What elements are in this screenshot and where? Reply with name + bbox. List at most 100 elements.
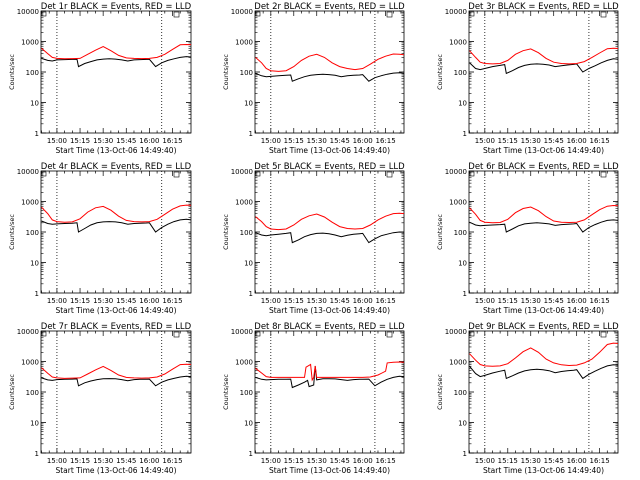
- chart-panel: Det 7r BLACK = Events, RED = LLD 1 10 100 10…: [8, 322, 192, 475]
- panel-title: Det 5r BLACK = Events, RED = LLD: [254, 162, 405, 172]
- y-tick-label: 1000: [449, 39, 467, 47]
- chart-panel: Det 5r BLACK = Events, RED = LLD 1 10 100 10…: [222, 162, 405, 315]
- x-axis-label: Start Time (13-Oct-06 14:49:40): [55, 466, 176, 475]
- x-tick-label: 16:00: [353, 297, 373, 305]
- x-tick-label: 15:15: [498, 137, 518, 145]
- events-series-line: [255, 366, 405, 389]
- x-tick-label: 16:15: [590, 457, 610, 465]
- y-tick-label: 100: [26, 229, 39, 237]
- x-tick-label: 16:00: [139, 457, 159, 465]
- chart-panel: Det 2r BLACK = Events, RED = LLD 1 10 100 10…: [222, 2, 405, 155]
- x-tick-label: 15:45: [330, 297, 350, 305]
- x-tick-label: 16:15: [376, 137, 396, 145]
- y-tick-label: 10000: [231, 328, 253, 336]
- plot-frame: [468, 10, 619, 134]
- corner-marker: [600, 331, 607, 338]
- x-tick-label: 15:30: [307, 137, 327, 145]
- x-tick-label: 15:45: [116, 297, 136, 305]
- corner-marker: [41, 331, 47, 337]
- y-tick-label: 1000: [235, 199, 253, 207]
- events-series-line: [255, 231, 405, 244]
- y-tick-label: 10000: [445, 168, 467, 176]
- plot-frame: [40, 330, 192, 454]
- x-axis-label: Start Time (13-Oct-06 14:49:40): [269, 466, 390, 475]
- y-tick-label: 1: [249, 290, 253, 298]
- lld-series-line: [41, 43, 192, 60]
- y-tick-label: 10: [30, 100, 39, 108]
- x-tick-label: 16:15: [376, 457, 396, 465]
- x-tick-label: 15:00: [475, 297, 495, 305]
- corner-marker: [173, 11, 180, 18]
- y-tick-label: 1: [249, 450, 253, 458]
- x-tick-label: 15:00: [261, 137, 281, 145]
- plot-frame: [468, 330, 619, 454]
- y-tick-label: 1000: [21, 359, 39, 367]
- corner-marker: [41, 171, 47, 177]
- events-series-line: [255, 72, 405, 82]
- x-tick-label: 15:45: [116, 457, 136, 465]
- x-tick-label: 15:30: [521, 297, 541, 305]
- x-tick-label: 16:15: [162, 457, 182, 465]
- lld-series-line: [255, 53, 405, 72]
- panel-title: Det 6r BLACK = Events, RED = LLD: [468, 162, 619, 172]
- events-series-line: [469, 364, 619, 380]
- plot-frame: [40, 170, 192, 294]
- y-tick-label: 1000: [449, 359, 467, 367]
- panel-title: Det 4r BLACK = Events, RED = LLD: [41, 162, 192, 172]
- chart-panel: Det 3r BLACK = Events, RED = LLD 1 10 100 10…: [436, 2, 619, 155]
- panel-title: Det 8r BLACK = Events, RED = LLD: [254, 322, 405, 332]
- x-tick-label: 15:30: [521, 457, 541, 465]
- x-axis-label: Start Time (13-Oct-06 14:49:40): [269, 146, 390, 155]
- y-tick-label: 10000: [17, 8, 39, 16]
- y-tick-label: 10: [30, 260, 39, 268]
- lld-series-line: [255, 361, 405, 382]
- corner-marker: [600, 11, 607, 18]
- x-tick-label: 16:00: [353, 457, 373, 465]
- x-tick-label: 16:00: [567, 297, 587, 305]
- chart-panel: Det 9r BLACK = Events, RED = LLD 1 10 100 10…: [436, 322, 619, 475]
- y-axis-label: Counts/sec: [222, 214, 230, 250]
- lld-series-line: [469, 204, 619, 224]
- chart-panel: Det 1r BLACK = Events, RED = LLD 1 10 100 10…: [8, 2, 192, 155]
- x-tick-label: 15:00: [47, 457, 67, 465]
- x-tick-label: 15:45: [544, 297, 564, 305]
- y-axis-label: Counts/sec: [436, 54, 444, 90]
- x-tick-label: 15:00: [475, 137, 495, 145]
- x-tick-label: 16:00: [567, 457, 587, 465]
- x-tick-label: 16:15: [162, 137, 182, 145]
- x-tick-label: 15:15: [284, 297, 304, 305]
- x-tick-label: 15:45: [330, 457, 350, 465]
- x-tick-label: 15:00: [261, 297, 281, 305]
- chart-panel: Det 8r BLACK = Events, RED = LLD 1 10 100 10…: [222, 322, 405, 475]
- plot-frame: [254, 330, 405, 454]
- y-tick-label: 10000: [17, 168, 39, 176]
- y-tick-label: 1000: [235, 39, 253, 47]
- events-series-line: [41, 56, 192, 68]
- y-tick-label: 10: [244, 100, 253, 108]
- events-series-line: [469, 219, 619, 233]
- x-tick-label: 15:30: [307, 297, 327, 305]
- y-tick-label: 100: [454, 389, 467, 397]
- corner-marker: [469, 171, 475, 177]
- x-tick-label: 15:15: [498, 297, 518, 305]
- y-tick-label: 1: [35, 130, 39, 138]
- corner-marker: [469, 11, 475, 17]
- x-tick-label: 15:30: [93, 297, 113, 305]
- y-axis-label: Counts/sec: [8, 374, 16, 410]
- panel-title: Det 3r BLACK = Events, RED = LLD: [468, 2, 619, 12]
- x-tick-label: 15:30: [93, 457, 113, 465]
- y-tick-label: 100: [26, 69, 39, 77]
- y-tick-label: 1: [249, 130, 253, 138]
- x-tick-label: 15:30: [93, 137, 113, 145]
- plot-frame: [254, 170, 405, 294]
- y-tick-label: 10: [458, 420, 467, 428]
- corner-marker: [41, 11, 47, 17]
- x-axis-label: Start Time (13-Oct-06 14:49:40): [483, 146, 604, 155]
- y-axis-label: Counts/sec: [222, 54, 230, 90]
- corner-marker: [255, 171, 261, 177]
- x-tick-label: 16:15: [376, 297, 396, 305]
- y-tick-label: 1000: [235, 359, 253, 367]
- x-tick-label: 15:15: [498, 457, 518, 465]
- chart-panel: Det 4r BLACK = Events, RED = LLD 1 10 100 10…: [8, 162, 192, 315]
